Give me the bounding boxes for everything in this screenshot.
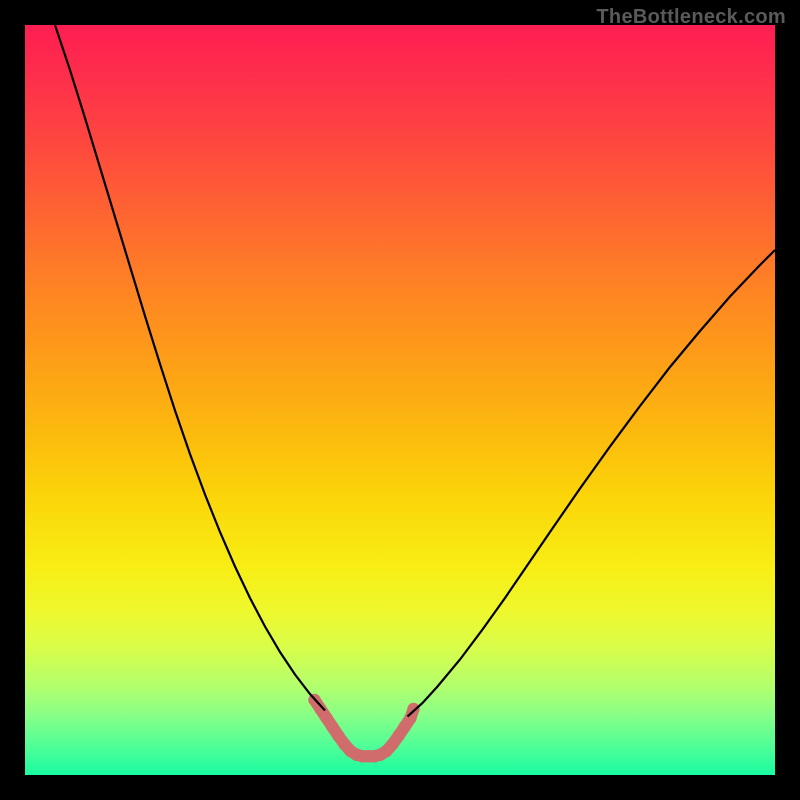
plot-svg (25, 25, 775, 775)
highlight-marker (407, 703, 419, 715)
plot-background (25, 25, 775, 775)
chart-frame: TheBottleneck.com (0, 0, 800, 800)
plot-area (25, 25, 775, 775)
